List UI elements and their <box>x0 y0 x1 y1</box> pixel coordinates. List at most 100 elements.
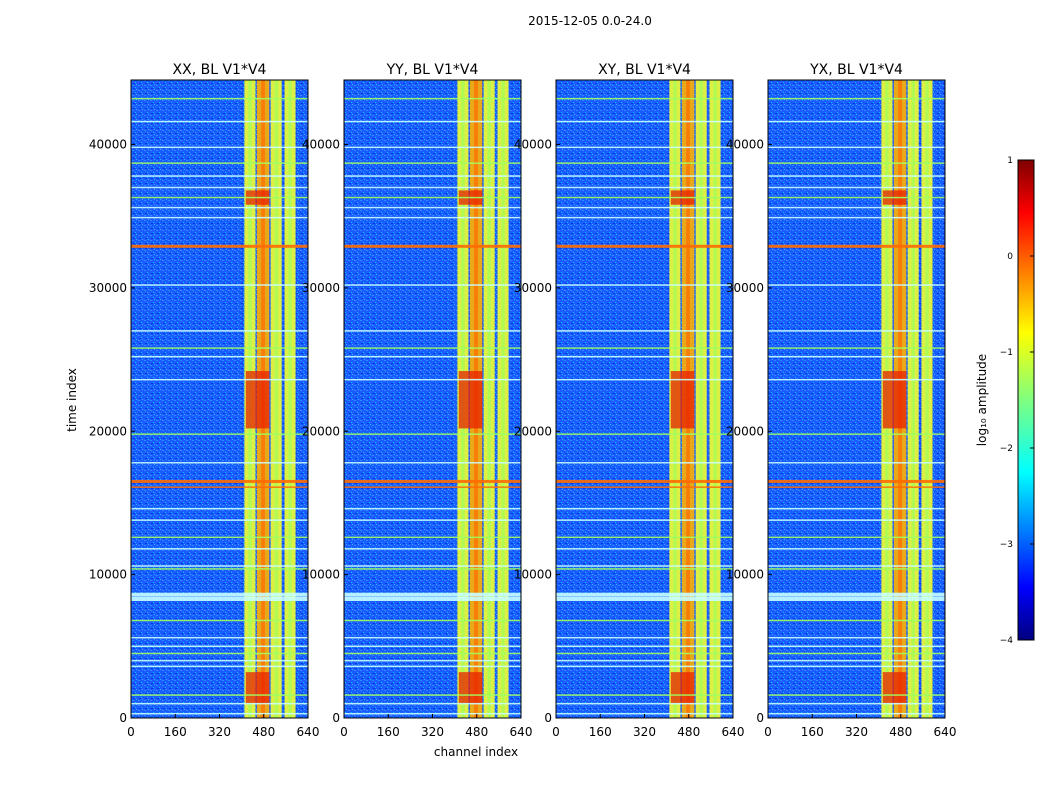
x-tick-label: 320 <box>633 725 656 739</box>
rfi-row <box>131 665 308 668</box>
rfi-row <box>344 652 521 655</box>
rfi-row <box>556 519 733 521</box>
rfi-row <box>556 536 733 539</box>
rfi-row <box>556 548 733 550</box>
rfi-row <box>131 694 308 696</box>
panel-xy: XY, BL V1*V4 0 160 320 480 640 0 10000 20000 3000… <box>514 62 745 739</box>
rfi-patch <box>670 672 695 704</box>
rfi-row <box>768 597 945 602</box>
rfi-row <box>768 712 945 715</box>
rfi-row <box>556 479 733 483</box>
rfi-row <box>131 507 308 510</box>
rfi-row <box>768 347 945 349</box>
y-axis-label: time index <box>65 368 79 432</box>
rfi-row <box>768 479 945 483</box>
rfi-row <box>131 162 308 164</box>
rfi-row <box>344 146 521 149</box>
rfi-row <box>131 536 308 539</box>
rfi-row <box>131 347 308 349</box>
colorbar-tick-label: −2 <box>1000 444 1013 454</box>
rfi-row <box>344 548 521 550</box>
rfi-row <box>344 565 521 567</box>
rfi-row <box>344 97 521 100</box>
rfi-row <box>131 97 308 100</box>
rfi-patch <box>458 672 483 704</box>
y-tick-label: 40000 <box>514 138 552 152</box>
rfi-row <box>344 507 521 510</box>
rfi-row <box>344 284 521 286</box>
rfi-row <box>556 206 733 209</box>
rfi-row <box>131 120 308 123</box>
rfi-row <box>344 186 521 189</box>
rfi-row <box>556 665 733 668</box>
x-tick-label: 0 <box>552 725 560 739</box>
rfi-row <box>768 355 945 358</box>
y-tick-label: 40000 <box>302 138 340 152</box>
y-tick-label: 10000 <box>514 568 552 582</box>
rfi-row <box>556 619 733 622</box>
x-tick-label: 640 <box>297 725 320 739</box>
rfi-row <box>344 175 521 177</box>
y-tick-label: 0 <box>119 711 127 725</box>
rfi-row <box>131 186 308 189</box>
rfi-patch <box>882 672 907 704</box>
rfi-row <box>131 645 308 648</box>
rfi-row <box>556 216 733 219</box>
x-tick-label: 320 <box>208 725 231 739</box>
rfi-row <box>131 433 308 435</box>
rfi-row <box>556 694 733 696</box>
rfi-row <box>556 433 733 435</box>
rfi-row <box>344 378 521 381</box>
channel-band-core <box>288 80 292 718</box>
rfi-row <box>131 486 308 488</box>
rfi-row <box>556 196 733 199</box>
rfi-patch <box>458 371 483 429</box>
rfi-row <box>768 568 945 570</box>
colorbar-label: log₁₀ amplitude <box>975 354 989 446</box>
rfi-row <box>556 597 733 602</box>
y-tick-label: 40000 <box>726 138 764 152</box>
x-tick-label: 0 <box>127 725 135 739</box>
rfi-row <box>344 619 521 622</box>
rfi-row <box>131 462 308 464</box>
rfi-row <box>768 592 945 597</box>
rfi-row <box>768 120 945 123</box>
rfi-row <box>768 186 945 189</box>
rfi-row <box>556 712 733 715</box>
rfi-row <box>131 479 308 483</box>
rfi-row <box>131 659 308 662</box>
rfi-row <box>556 146 733 149</box>
channel-band-core <box>925 80 929 718</box>
colorbar-tick-label: −3 <box>1000 540 1013 550</box>
rfi-row <box>131 216 308 219</box>
rfi-row <box>768 486 945 488</box>
colorbar-tick-label: 1 <box>1007 156 1013 166</box>
rfi-row <box>768 507 945 510</box>
rfi-row <box>344 659 521 662</box>
rfi-row <box>768 619 945 622</box>
rfi-row <box>344 645 521 648</box>
x-tick-label: 320 <box>421 725 444 739</box>
rfi-row <box>556 378 733 381</box>
rfi-row <box>131 196 308 199</box>
x-tick-label: 160 <box>801 725 824 739</box>
rfi-row <box>344 519 521 521</box>
rfi-row <box>344 347 521 349</box>
rfi-row <box>556 175 733 177</box>
colorbar-gradient <box>1017 159 1035 641</box>
y-tick-label: 40000 <box>89 138 127 152</box>
rfi-row <box>556 702 733 705</box>
rfi-row <box>131 175 308 177</box>
rfi-row <box>344 206 521 209</box>
y-tick-label: 0 <box>332 711 340 725</box>
rfi-row <box>768 175 945 177</box>
rfi-row <box>344 568 521 570</box>
y-tick-label: 30000 <box>726 281 764 295</box>
colorbar-tick-label: −1 <box>1000 348 1013 358</box>
rfi-row <box>768 548 945 550</box>
rfi-row <box>768 196 945 199</box>
rfi-row <box>131 146 308 149</box>
rfi-row <box>556 568 733 570</box>
rfi-row <box>768 565 945 567</box>
rfi-row <box>556 347 733 349</box>
